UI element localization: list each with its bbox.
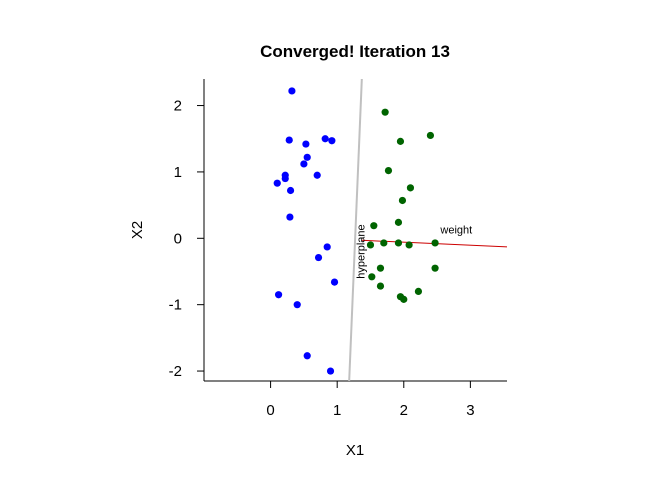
hyperplane-label: hyperplane: [355, 224, 367, 278]
data-point-series-1: [274, 291, 283, 299]
data-point-series-2: [431, 264, 439, 272]
data-point-series-2: [405, 241, 413, 249]
data-point-series-2: [396, 137, 405, 145]
data-point-series-1: [321, 135, 329, 143]
hyperplane-line: [348, 78, 363, 382]
data-point-series-2: [394, 239, 403, 247]
data-point-series-2: [380, 239, 388, 247]
data-point-series-2: [384, 166, 393, 175]
x-tick-label: 1: [333, 402, 341, 419]
data-point-series-2: [394, 218, 403, 226]
data-point-series-1: [300, 160, 308, 168]
y-axis: -2 -1 0 1 2 X2: [129, 79, 205, 381]
y-ticks: -2 -1 0 1 2: [169, 98, 204, 380]
data-point-series-2: [406, 184, 415, 192]
x-ticks: 0 1 2 3: [266, 381, 475, 419]
chart-title: Converged! Iteration 13: [260, 42, 450, 61]
x-tick-label: 2: [400, 402, 408, 419]
plot-lines: [348, 78, 508, 382]
data-point-series-1: [281, 174, 289, 183]
data-point-series-2: [376, 282, 385, 290]
data-point-series-1: [303, 153, 311, 161]
data-point-series-1: [330, 278, 339, 286]
x-tick-label: 3: [466, 402, 474, 419]
data-point-series-2: [426, 131, 435, 140]
data-point-series-2: [398, 196, 407, 205]
weight-label: weight: [439, 225, 472, 237]
plot-points: [273, 87, 439, 375]
data-point-series-1: [323, 243, 331, 251]
x-tick-label: 0: [266, 402, 274, 419]
data-point-series-2: [381, 108, 389, 116]
y-tick-label: 0: [174, 230, 182, 247]
data-point-series-2: [431, 239, 439, 247]
data-point-series-1: [285, 136, 293, 144]
y-axis-label: X2: [129, 221, 146, 239]
data-point-series-1: [313, 171, 321, 179]
data-point-series-1: [328, 137, 336, 145]
x-axis-label: X1: [346, 442, 364, 459]
data-point-series-2: [368, 273, 376, 281]
y-tick-label: -2: [169, 363, 182, 380]
data-point-series-1: [293, 301, 301, 309]
data-point-series-2: [400, 295, 408, 303]
data-point-series-1: [303, 352, 311, 360]
y-tick-label: 1: [174, 164, 182, 181]
data-point-series-1: [314, 253, 323, 262]
x-axis: 0 1 2 3 X1: [204, 380, 507, 459]
y-tick-label: 2: [174, 98, 182, 115]
data-point-series-1: [286, 213, 294, 221]
data-point-series-2: [366, 241, 375, 249]
y-tick-label: -1: [169, 297, 182, 314]
data-point-series-1: [273, 179, 281, 187]
data-point-series-1: [286, 186, 295, 195]
data-point-series-2: [370, 222, 378, 230]
data-point-series-2: [376, 264, 385, 272]
data-point-series-1: [288, 87, 296, 95]
data-point-series-1: [302, 140, 310, 148]
data-point-series-1: [326, 367, 335, 375]
data-point-series-2: [414, 287, 423, 295]
